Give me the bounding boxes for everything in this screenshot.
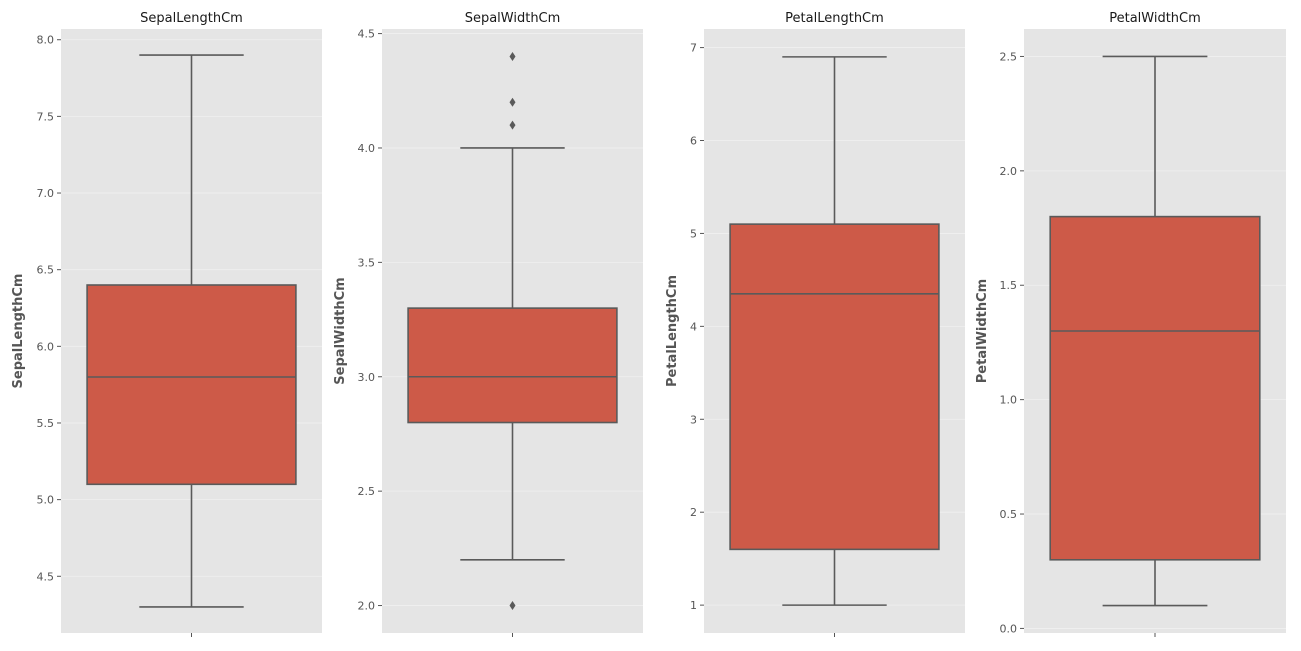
panel-3: 1 2 3 4 5 6 7 PetalLengthCm PetalLengthCm [665,11,965,637]
y-tick-label: 4.5 [358,28,376,41]
panel-2: 2.0 2.5 3.0 3.5 4.0 4.5 SepalWidthCm SepalWidth… [333,11,643,637]
y-tick-label: 2.5 [358,485,376,498]
y-tick-label: 1.0 [1000,394,1018,407]
y-tick-label: 6.0 [37,340,55,353]
y-tick-label: 0.0 [1000,622,1018,635]
y-tick-label: 5 [690,227,697,240]
chart-title: SepalWidthCm [465,11,561,26]
chart-title: PetalLengthCm [785,11,884,26]
y-tick-label: 2.0 [1000,165,1018,178]
y-axis-label: SepalWidthCm [333,277,348,384]
y-tick-label: 6.5 [37,264,55,277]
y-tick-label: 2.5 [1000,50,1018,63]
iqr-box [86,284,297,486]
panel-4: 0.0 0.5 1.0 1.5 2.0 2.5 PetalWidthCm PetalWidth… [975,11,1286,637]
chart-title: SepalLengthCm [140,11,243,26]
chart-title: PetalWidthCm [1109,11,1201,26]
y-tick-label: 1.5 [1000,279,1018,292]
y-tick-label: 5.0 [37,494,55,507]
y-tick-label: 2 [690,506,697,519]
y-axis-label: PetalLengthCm [665,275,680,387]
panel-1: 4.5 5.0 5.5 6.0 6.5 7.0 7.5 8.0 SepalLengthCm Sep… [11,11,322,637]
y-tick-label: 2.0 [358,600,376,613]
outlier-point [509,120,516,130]
iqr-box [407,307,618,424]
y-tick-label: 7.0 [37,187,55,200]
y-axis-label: PetalWidthCm [975,279,990,383]
iqr-box [1049,215,1261,561]
outlier-point [509,97,516,107]
outlier-point [509,51,516,61]
y-tick-label: 1 [690,599,697,612]
y-tick-label: 7.5 [37,110,55,123]
iqr-box [729,223,940,551]
y-tick-label: 3.5 [358,256,376,269]
outlier-point [509,601,516,611]
y-tick-label: 3.0 [358,371,376,384]
y-tick-label: 8.0 [37,34,55,47]
y-tick-label: 5.5 [37,417,55,430]
y-tick-label: 4.5 [37,570,55,583]
y-tick-label: 4.0 [358,142,376,155]
y-tick-label: 0.5 [1000,508,1018,521]
y-axis-label: SepalLengthCm [11,274,26,389]
y-tick-label: 7 [690,42,697,55]
y-tick-label: 4 [690,320,697,333]
y-tick-label: 6 [690,135,697,148]
y-tick-label: 3 [690,413,697,426]
